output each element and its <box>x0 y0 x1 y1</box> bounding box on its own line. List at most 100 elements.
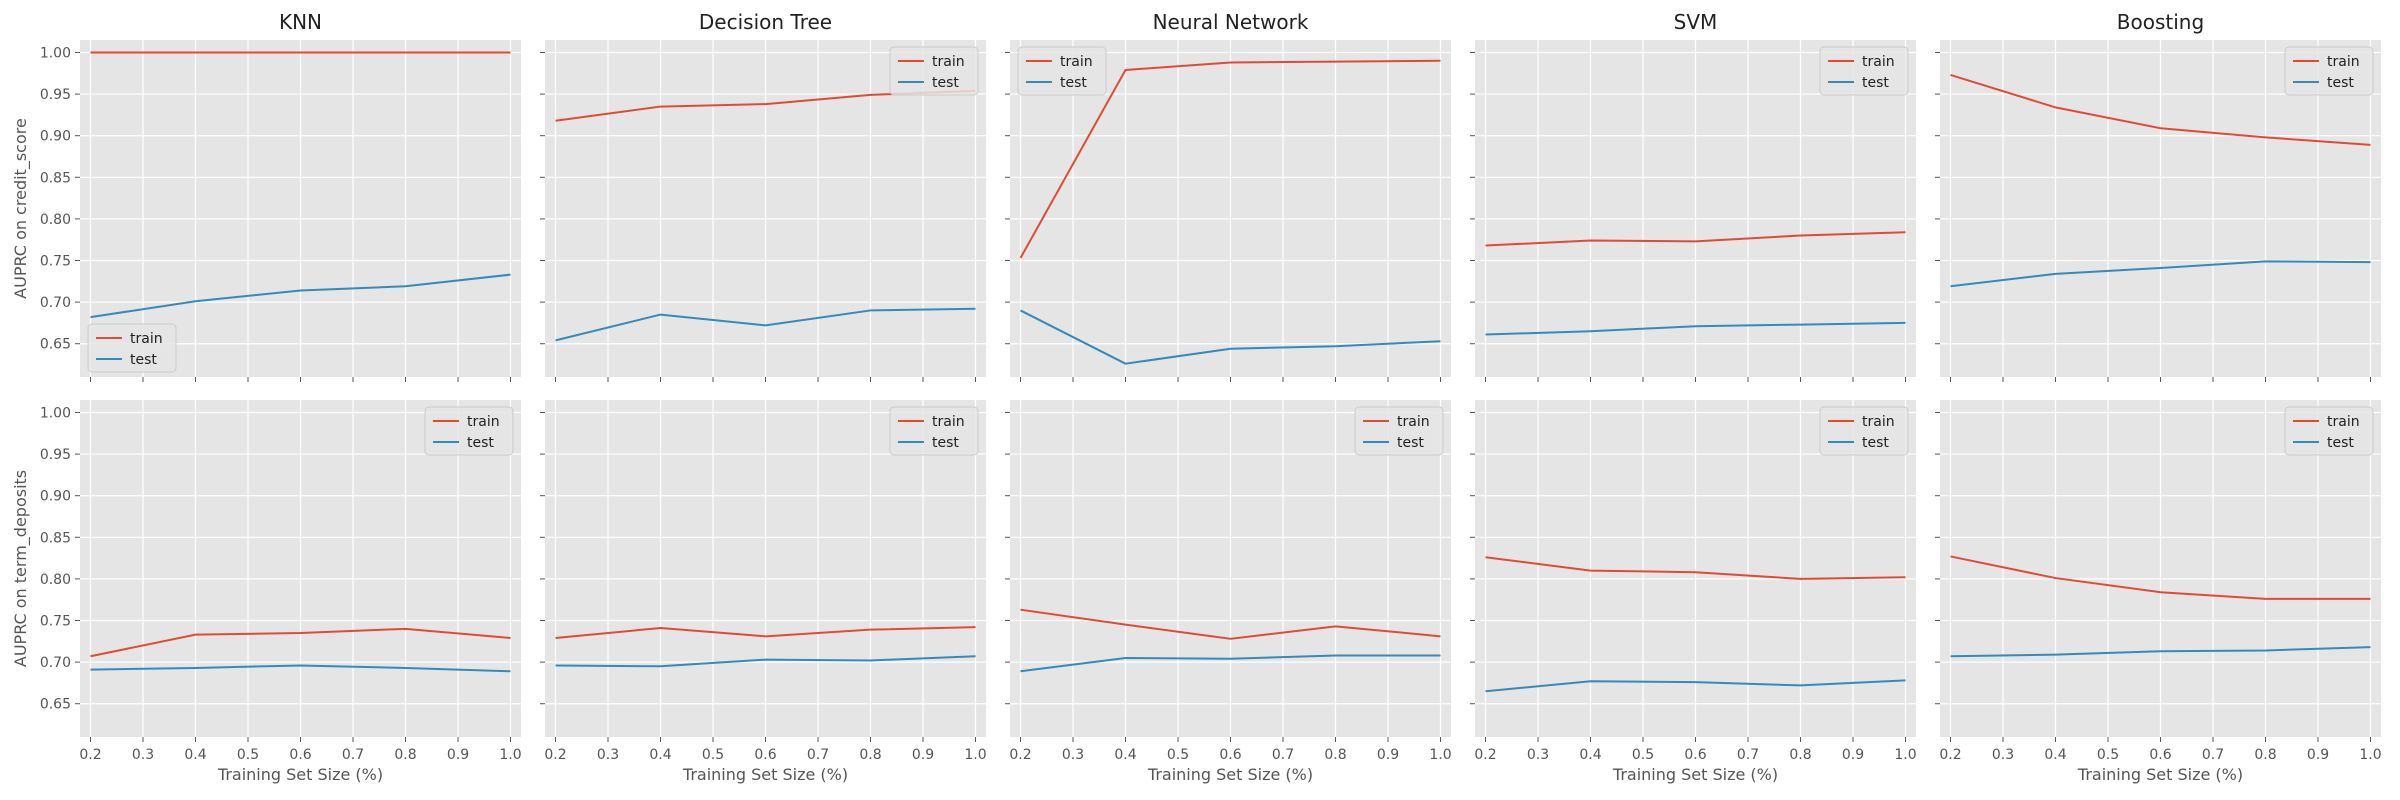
y-tick-label: 0.70 <box>40 295 71 311</box>
legend-label-test: test <box>467 435 494 451</box>
panel-r1-c0: 0.2 0.3 0.4 0.5 0.6 0.7 0.8 0.9 1.0 Training Set … <box>11 400 522 784</box>
legend-label-train: train <box>2327 54 2360 70</box>
x-tick-label: 0.9 <box>1377 747 1399 763</box>
y-tick-label: 0.95 <box>40 447 71 463</box>
x-tick-label: 0.9 <box>447 747 469 763</box>
panel-r0-c0: 0.65 0.70 0.75 0.80 0.85 0.90 0.95 1.00 AUPRC on… <box>11 10 521 382</box>
legend-label-test: test <box>2327 435 2354 451</box>
legend-label-train: train <box>1060 54 1093 70</box>
legend-label-train: train <box>932 414 965 430</box>
x-tick-label: 0.8 <box>2254 747 2276 763</box>
y-tick-label: 0.75 <box>40 614 71 630</box>
x-tick-label: 1.0 <box>964 747 986 763</box>
legend: train test <box>889 46 979 96</box>
x-tick-label: 0.8 <box>394 747 416 763</box>
panel-r1-c2: 0.2 0.3 0.4 0.5 0.6 0.7 0.8 0.9 1.0 Training Set … <box>1005 400 1452 784</box>
x-tick-label: 0.8 <box>1324 747 1346 763</box>
x-tick-label: 0.4 <box>2044 747 2066 763</box>
x-axis-label: Training Set Size (%) <box>1612 765 1778 784</box>
y-tick-label: 0.75 <box>40 254 71 270</box>
x-tick-label: 0.4 <box>1114 747 1136 763</box>
x-tick-label: 0.2 <box>1939 747 1961 763</box>
x-tick-label: 0.5 <box>237 747 259 763</box>
x-tick-label: 0.6 <box>1219 747 1241 763</box>
legend: train test <box>1354 406 1444 456</box>
panel-title: KNN <box>279 10 322 34</box>
legend: train test <box>1819 406 1909 456</box>
legend-label-test: test <box>1397 435 1424 451</box>
x-tick-label: 0.7 <box>807 747 829 763</box>
legend: train test <box>1819 46 1909 96</box>
legend-label-train: train <box>1397 414 1430 430</box>
x-axis-label: Training Set Size (%) <box>682 765 848 784</box>
legend-label-test: test <box>932 75 959 91</box>
panel-r0-c3: SVM train test <box>1470 10 1916 382</box>
x-tick-label: 1.0 <box>1429 747 1451 763</box>
legend-label-train: train <box>2327 414 2360 430</box>
y-tick-label: 0.90 <box>40 129 71 145</box>
legend-label-train: train <box>467 414 500 430</box>
x-tick-label: 0.5 <box>2097 747 2119 763</box>
panel-r0-c1: Decision Tree train test <box>540 10 986 382</box>
x-tick-label: 0.7 <box>342 747 364 763</box>
legend-label-test: test <box>1862 435 1889 451</box>
x-tick-label: 0.2 <box>79 747 101 763</box>
legend-label-train: train <box>932 54 965 70</box>
y-tick-label: 0.80 <box>40 212 71 228</box>
x-tick-label: 0.7 <box>1272 747 1294 763</box>
y-axis-label: AUPRC on credit_score <box>11 118 31 299</box>
legend: train test <box>424 406 514 456</box>
panel-title: Neural Network <box>1153 10 1309 34</box>
panel-title: Boosting <box>2117 10 2204 34</box>
x-tick-label: 0.4 <box>649 747 671 763</box>
legend: train test <box>1017 46 1107 96</box>
legend: train test <box>2284 406 2374 456</box>
x-tick-label: 0.6 <box>289 747 311 763</box>
legend: train test <box>2284 46 2374 96</box>
x-tick-label: 1.0 <box>2359 747 2381 763</box>
x-tick-label: 0.6 <box>754 747 776 763</box>
x-tick-label: 0.9 <box>1842 747 1864 763</box>
x-tick-label: 0.9 <box>912 747 934 763</box>
panel-r1-c1: 0.2 0.3 0.4 0.5 0.6 0.7 0.8 0.9 1.0 Training Set … <box>540 400 987 784</box>
x-tick-label: 0.3 <box>1992 747 2014 763</box>
x-tick-label: 0.5 <box>1632 747 1654 763</box>
x-axis-label: Training Set Size (%) <box>2077 765 2243 784</box>
x-tick-label: 0.4 <box>1579 747 1601 763</box>
x-tick-label: 0.2 <box>1009 747 1031 763</box>
y-tick-label: 1.00 <box>40 45 71 61</box>
panel-r1-c4: 0.2 0.3 0.4 0.5 0.6 0.7 0.8 0.9 1.0 Training Set … <box>1935 400 2382 784</box>
x-tick-label: 0.6 <box>1684 747 1706 763</box>
y-tick-label: 0.65 <box>40 337 71 353</box>
legend-label-train: train <box>1862 414 1895 430</box>
y-tick-label: 0.65 <box>40 697 71 713</box>
x-tick-label: 0.8 <box>859 747 881 763</box>
x-tick-label: 0.4 <box>184 747 206 763</box>
y-tick-label: 0.95 <box>40 87 71 103</box>
legend-label-test: test <box>2327 75 2354 91</box>
legend-label-test: test <box>130 352 157 368</box>
panel-r1-c3: 0.2 0.3 0.4 0.5 0.6 0.7 0.8 0.9 1.0 Training Set … <box>1470 400 1917 784</box>
x-tick-label: 0.2 <box>1474 747 1496 763</box>
x-tick-label: 0.6 <box>2149 747 2171 763</box>
x-tick-label: 0.3 <box>132 747 154 763</box>
panel-title: SVM <box>1674 10 1718 34</box>
x-tick-label: 0.7 <box>2202 747 2224 763</box>
x-tick-label: 1.0 <box>1894 747 1916 763</box>
y-tick-label: 0.85 <box>40 530 71 546</box>
x-tick-label: 0.9 <box>2307 747 2329 763</box>
panel-r0-c2: Neural Network train test <box>1005 10 1451 382</box>
panel-title: Decision Tree <box>699 10 832 34</box>
legend-label-train: train <box>1862 54 1895 70</box>
y-tick-label: 0.90 <box>40 489 71 505</box>
y-tick-label: 0.80 <box>40 572 71 588</box>
legend-label-test: test <box>932 435 959 451</box>
y-tick-label: 0.85 <box>40 170 71 186</box>
x-tick-label: 0.2 <box>544 747 566 763</box>
x-tick-label: 0.5 <box>702 747 724 763</box>
x-tick-label: 0.3 <box>597 747 619 763</box>
legend: train test <box>87 323 177 373</box>
x-tick-label: 1.0 <box>499 747 521 763</box>
x-axis-label: Training Set Size (%) <box>1147 765 1313 784</box>
x-tick-label: 0.7 <box>1737 747 1759 763</box>
